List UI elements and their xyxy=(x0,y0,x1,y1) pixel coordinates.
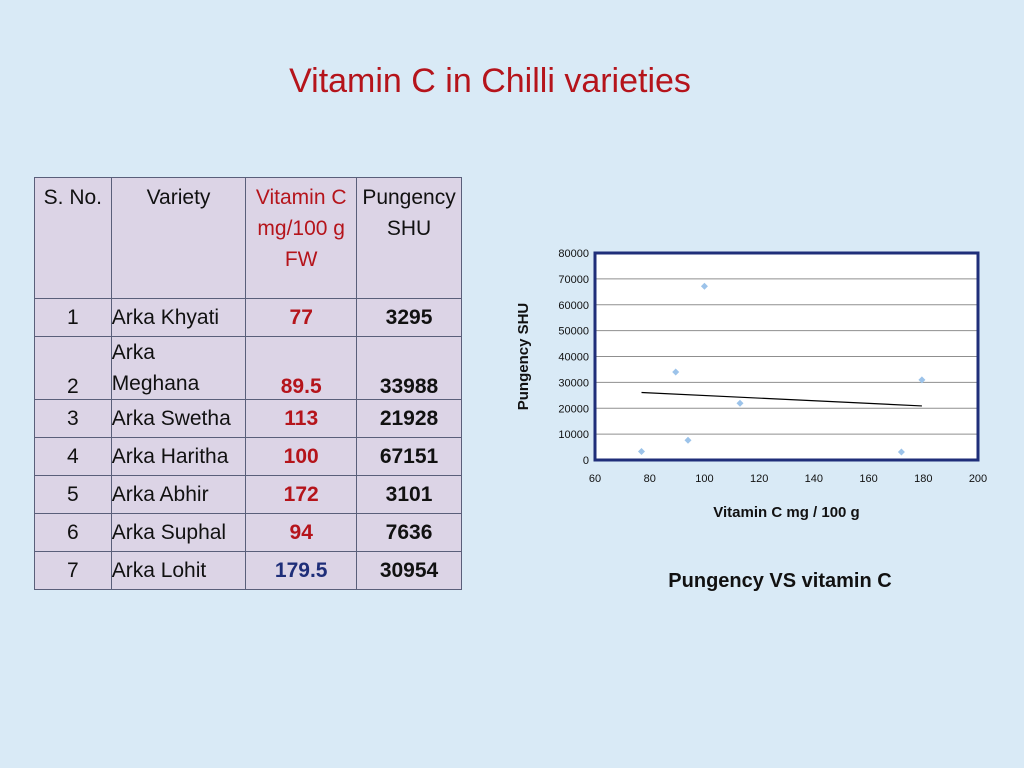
y-tick-label: 80000 xyxy=(558,248,589,260)
row-variety: Arka Swetha xyxy=(110,399,247,438)
scatter-chart: 0 10000 20000 30000 40000 50000 60000 70000 8000… xyxy=(515,248,987,521)
header-pungency: Pungency SHU xyxy=(356,177,462,299)
row-sno: 7 xyxy=(34,551,112,590)
table-header-row: S. No. Variety Vitamin C mg/100 g FW Pun… xyxy=(34,177,462,299)
x-tick-label: 100 xyxy=(695,473,713,485)
data-point xyxy=(700,282,708,290)
table-row: 2 Arka Meghana 89.5 33988 xyxy=(34,336,462,400)
x-tick-label: 80 xyxy=(644,473,656,485)
header-pungency-line2: SHU xyxy=(386,217,432,240)
row-vitamin-c: 100 xyxy=(245,437,358,476)
x-axis-label: Vitamin C mg / 100 g xyxy=(713,504,859,521)
row-vitamin-c: 77 xyxy=(245,298,358,337)
y-tick-label: 20000 xyxy=(558,403,589,415)
row-vitamin-c: 172 xyxy=(245,475,358,514)
table-row: 1 Arka Khyati 77 3295 xyxy=(34,298,462,337)
row-pungency: 3295 xyxy=(356,298,462,337)
row-variety-line1: Arka xyxy=(111,341,155,364)
y-tick-label: 40000 xyxy=(558,352,589,364)
header-pungency-line1: Pungency xyxy=(362,186,456,209)
y-tick-label: 70000 xyxy=(558,274,589,286)
row-pungency: 30954 xyxy=(356,551,462,590)
row-vitamin-c: 113 xyxy=(245,399,358,438)
row-variety: Arka Abhir xyxy=(110,475,247,514)
data-point xyxy=(638,447,646,455)
row-sno: 5 xyxy=(34,475,112,514)
y-tick-label: 10000 xyxy=(558,429,589,441)
table-row: 4 Arka Haritha 100 67151 xyxy=(34,437,462,476)
header-vitamin-c-line2: mg/100 g xyxy=(257,217,345,240)
row-pungency: 3101 xyxy=(356,475,462,514)
table-row: 6 Arka Suphal 94 7636 xyxy=(34,513,462,552)
row-variety-line2: Meghana xyxy=(111,372,200,395)
data-point xyxy=(736,399,744,407)
chart-title: Pungency VS vitamin C xyxy=(668,570,892,592)
table-row: 7 Arka Lohit 179.5 30954 xyxy=(34,551,462,590)
row-variety: Arka Meghana xyxy=(110,336,247,400)
table-row: 3 Arka Swetha 113 21928 xyxy=(34,399,462,438)
x-tick-label: 140 xyxy=(805,473,823,485)
y-tick-label: 30000 xyxy=(558,377,589,389)
y-tick-label: 60000 xyxy=(558,300,589,312)
row-pungency: 67151 xyxy=(356,437,462,476)
page-title: Vitamin C in Chilli varieties xyxy=(289,62,691,100)
trendline xyxy=(641,391,922,407)
data-point xyxy=(672,368,680,376)
row-pungency: 21928 xyxy=(356,399,462,438)
row-sno: 2 xyxy=(34,336,112,400)
y-tick-label: 50000 xyxy=(558,326,589,338)
header-vitamin-c-line3: FW xyxy=(284,248,318,271)
row-sno: 1 xyxy=(34,298,112,337)
row-variety: Arka Khyati xyxy=(110,298,247,337)
plot-frame xyxy=(593,251,980,462)
row-pungency: 33988 xyxy=(356,336,462,400)
header-vitamin-c-line1: Vitamin C xyxy=(255,186,347,209)
y-tick-label: 0 xyxy=(583,455,589,467)
x-tick-label: 180 xyxy=(914,473,932,485)
row-vitamin-c: 179.5 xyxy=(245,551,358,590)
data-point xyxy=(918,376,926,384)
data-point xyxy=(684,436,692,444)
data-point xyxy=(897,448,905,456)
y-axis-label: Pungency SHU xyxy=(515,303,532,411)
row-variety: Arka Lohit xyxy=(110,551,247,590)
row-sno: 3 xyxy=(34,399,112,438)
row-pungency: 7636 xyxy=(356,513,462,552)
row-variety: Arka Haritha xyxy=(110,437,247,476)
x-tick-label: 120 xyxy=(750,473,768,485)
row-variety: Arka Suphal xyxy=(110,513,247,552)
x-tick-label: 60 xyxy=(589,473,601,485)
row-sno: 6 xyxy=(34,513,112,552)
header-variety: Variety xyxy=(110,177,247,299)
header-sno: S. No. xyxy=(34,177,112,299)
header-vitamin-c: Vitamin C mg/100 g FW xyxy=(245,177,358,299)
table-row: 5 Arka Abhir 172 3101 xyxy=(34,475,462,514)
row-vitamin-c: 94 xyxy=(245,513,358,552)
x-tick-label: 160 xyxy=(859,473,877,485)
x-tick-label: 200 xyxy=(969,473,987,485)
vitamin-c-table: S. No. Variety Vitamin C mg/100 g FW Pun… xyxy=(34,177,462,590)
row-vitamin-c: 89.5 xyxy=(245,336,358,400)
row-sno: 4 xyxy=(34,437,112,476)
